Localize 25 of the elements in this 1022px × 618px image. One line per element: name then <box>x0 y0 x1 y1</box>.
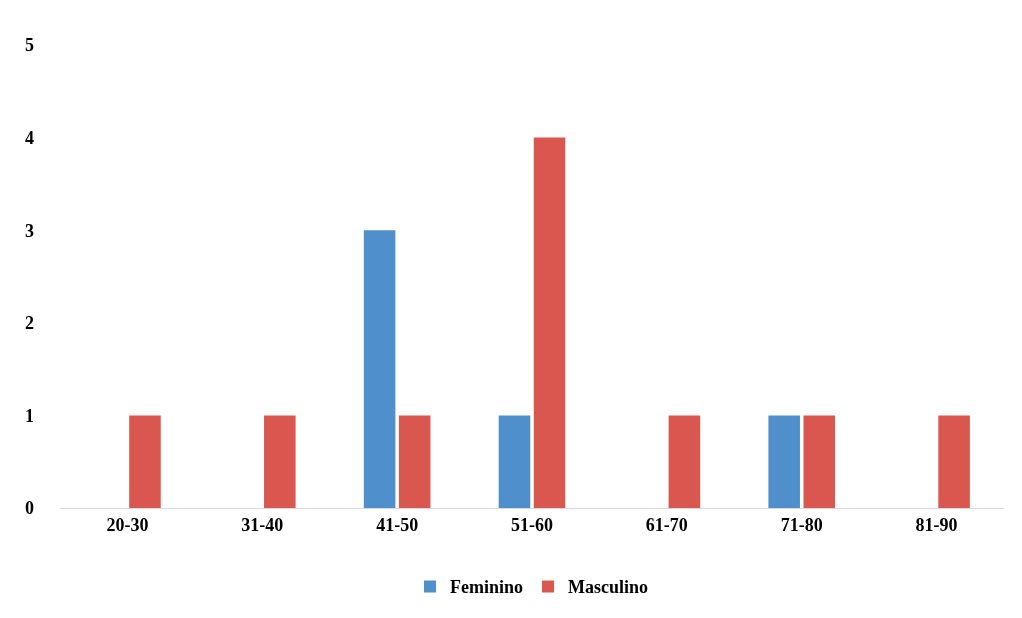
y-tick-label: 5 <box>25 35 34 56</box>
bar <box>803 415 836 508</box>
y-tick-label: 2 <box>25 313 34 334</box>
bar <box>533 137 566 508</box>
x-tick-label: 51-60 <box>511 514 553 535</box>
legend-label: Masculino <box>568 577 649 598</box>
y-tick-label: 3 <box>25 220 34 241</box>
bar <box>363 230 396 508</box>
y-tick-label: 0 <box>25 498 34 519</box>
bar <box>498 415 531 508</box>
bar <box>129 415 161 508</box>
bar <box>264 415 296 508</box>
bar <box>768 415 800 508</box>
bar <box>938 415 970 508</box>
bar <box>668 415 701 508</box>
x-tick-label: 31-40 <box>241 514 284 535</box>
x-tick-label: 41-50 <box>376 514 419 535</box>
x-tick-label: 61-70 <box>645 514 688 535</box>
legend-label: Feminino <box>450 577 524 598</box>
y-tick-label: 4 <box>25 127 34 148</box>
x-tick-label: 81-90 <box>915 514 958 535</box>
bar <box>398 415 431 508</box>
x-tick-label: 71-80 <box>780 514 823 535</box>
y-tick-label: 1 <box>25 405 34 426</box>
x-tick-label: 20-30 <box>106 514 149 535</box>
